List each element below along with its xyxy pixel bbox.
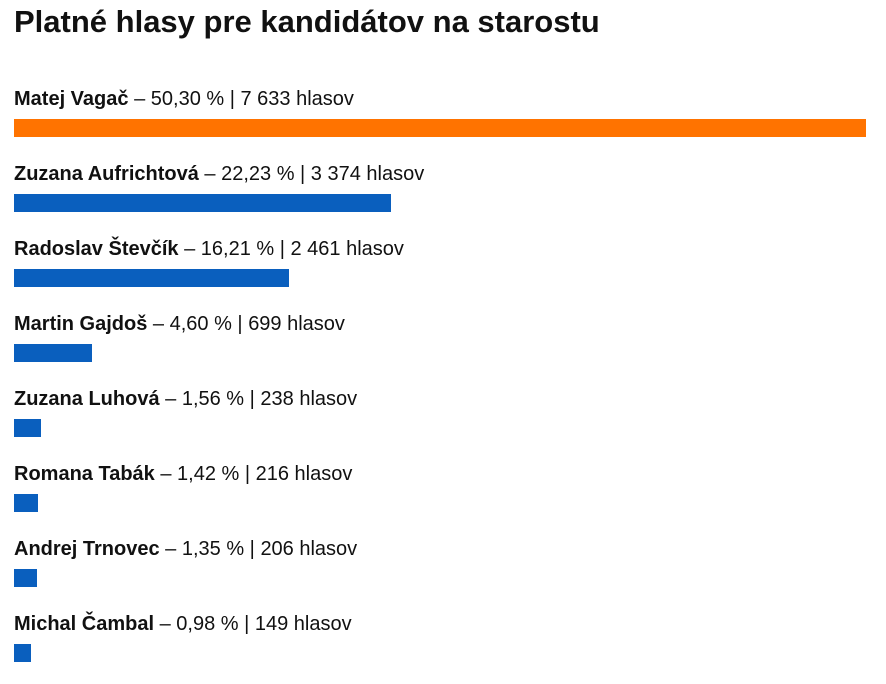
label-pipe: | [274,238,291,260]
label-separator: – [154,463,178,485]
percent-label: 1,42 % [177,463,240,485]
votes-label: 7 633 hlasov [240,88,354,110]
chart-title: Platné hlasy pre kandidátov na starostu [14,4,600,39]
label-pipe: | [239,463,256,485]
label-pipe: | [244,388,261,410]
percent-label: 50,30 % [150,88,225,110]
percent-label: 1,56 % [181,388,245,410]
votes-label: 206 hlasov [260,538,358,560]
candidate-label: Zuzana Luhová – 1,56 % | 238 hlasov [14,384,357,414]
candidate-label: Radoslav Števčík – 16,21 % | 2 461 hlaso… [14,234,404,264]
vote-bar [14,644,31,662]
label-separator: – [147,313,170,335]
candidate-label: Andrej Trnovec – 1,35 % | 206 hlasov [14,534,357,564]
label-separator: – [198,163,222,185]
votes-label: 216 hlasov [255,463,353,485]
candidate-row: Martin Gajdoš – 4,60 % | 699 hlasov [14,309,866,384]
candidate-row: Zuzana Aufrichtová – 22,23 % | 3 374 hla… [14,159,866,234]
label-separator: – [159,538,182,560]
percent-label: 22,23 % [221,163,295,185]
bar-chart: Matej Vagač – 50,30 % | 7 633 hlasov Zuz… [14,84,866,684]
candidate-row: Matej Vagač – 50,30 % | 7 633 hlasov [14,84,866,159]
candidate-label: Romana Tabák – 1,42 % | 216 hlasov [14,459,352,489]
label-separator: – [154,613,177,635]
vote-bar [14,419,41,437]
candidate-name: Zuzana Luhová [14,388,160,410]
candidate-name: Romana Tabák [14,463,155,485]
label-pipe: | [224,88,241,110]
candidate-name: Martin Gajdoš [14,313,148,335]
label-pipe: | [238,613,255,635]
candidate-label: Martin Gajdoš – 4,60 % | 699 hlasov [14,309,345,339]
label-pipe: | [294,163,311,185]
candidate-label: Michal Čambal – 0,98 % | 149 hlasov [14,609,352,639]
vote-bar [14,344,92,362]
candidate-row: Zuzana Luhová – 1,56 % | 238 hlasov [14,384,866,459]
vote-bar [14,119,866,137]
vote-bar [14,569,37,587]
votes-label: 699 hlasov [248,313,345,335]
vote-bar [14,194,391,212]
candidate-name: Zuzana Aufrichtová [14,163,199,185]
candidate-name: Radoslav Števčík [14,238,179,260]
votes-label: 3 374 hlasov [310,163,425,185]
percent-label: 16,21 % [200,238,275,260]
votes-label: 149 hlasov [254,613,352,635]
percent-label: 4,60 % [169,313,232,335]
percent-label: 1,35 % [181,538,245,560]
votes-label: 2 461 hlasov [290,238,404,260]
vote-bar [14,494,38,512]
label-separator: – [128,88,151,110]
label-pipe: | [231,313,249,335]
votes-label: 238 hlasov [260,388,358,410]
candidate-row: Michal Čambal – 0,98 % | 149 hlasov [14,609,866,684]
candidate-row: Radoslav Števčík – 16,21 % | 2 461 hlaso… [14,234,866,309]
candidate-row: Andrej Trnovec – 1,35 % | 206 hlasov [14,534,866,609]
vote-bar [14,269,289,287]
label-separator: – [159,388,182,410]
candidate-name: Matej Vagač [14,88,129,110]
percent-label: 0,98 % [176,613,239,635]
candidate-label: Zuzana Aufrichtová – 22,23 % | 3 374 hla… [14,159,424,189]
candidate-row: Romana Tabák – 1,42 % | 216 hlasov [14,459,866,534]
label-separator: – [178,238,201,260]
candidate-label: Matej Vagač – 50,30 % | 7 633 hlasov [14,84,354,114]
label-pipe: | [244,538,261,560]
candidate-name: Michal Čambal [14,613,155,635]
candidate-name: Andrej Trnovec [14,538,160,560]
